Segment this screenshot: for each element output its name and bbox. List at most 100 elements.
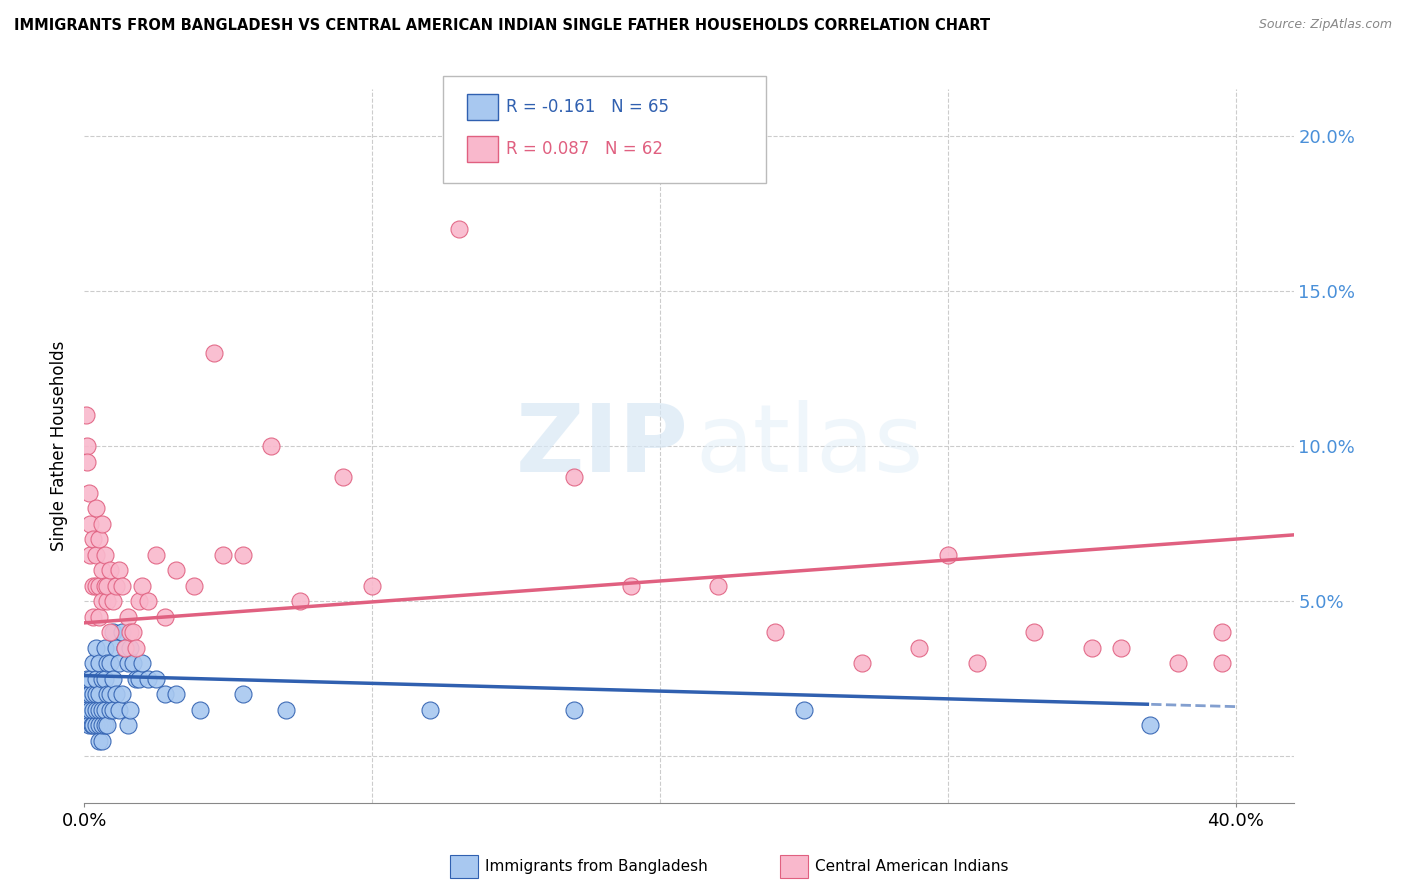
Point <box>166 563 188 577</box>
Point <box>84 672 107 686</box>
Point <box>80 718 103 732</box>
Point <box>108 563 131 577</box>
Point <box>114 640 136 655</box>
Point <box>793 703 815 717</box>
Point <box>105 640 128 655</box>
Point <box>101 672 124 686</box>
Point <box>105 687 128 701</box>
Point <box>82 687 104 701</box>
Point <box>101 625 124 640</box>
Point <box>111 687 134 701</box>
Point <box>131 579 153 593</box>
Point <box>79 687 101 701</box>
Point <box>202 346 225 360</box>
Point <box>1024 625 1046 640</box>
Text: IMMIGRANTS FROM BANGLADESH VS CENTRAL AMERICAN INDIAN SINGLE FATHER HOUSEHOLDS C: IMMIGRANTS FROM BANGLADESH VS CENTRAL AM… <box>14 18 990 33</box>
Point <box>125 672 148 686</box>
Point <box>87 703 110 717</box>
Text: Immigrants from Bangladesh: Immigrants from Bangladesh <box>485 859 707 873</box>
Point <box>87 579 110 593</box>
Point <box>145 672 167 686</box>
Point <box>76 687 98 701</box>
Point <box>79 516 101 531</box>
Point <box>966 656 988 670</box>
Text: Central American Indians: Central American Indians <box>815 859 1010 873</box>
Point <box>101 703 124 717</box>
Point <box>120 640 142 655</box>
Text: Source: ZipAtlas.com: Source: ZipAtlas.com <box>1258 18 1392 31</box>
Point <box>290 594 312 608</box>
Point <box>84 640 107 655</box>
Point <box>763 625 786 640</box>
Point <box>183 579 205 593</box>
Point <box>82 718 104 732</box>
Point <box>84 687 107 701</box>
Point <box>93 548 115 562</box>
Point <box>131 656 153 670</box>
Point <box>851 656 873 670</box>
Point <box>90 516 112 531</box>
Point <box>128 594 150 608</box>
Text: R = 0.087   N = 62: R = 0.087 N = 62 <box>506 140 664 158</box>
Point <box>90 703 112 717</box>
Y-axis label: Single Father Households: Single Father Households <box>51 341 69 551</box>
Point <box>908 640 931 655</box>
Point <box>87 718 110 732</box>
Point <box>274 703 297 717</box>
Text: ZIP: ZIP <box>516 400 689 492</box>
Point <box>232 548 254 562</box>
Text: R = -0.161   N = 65: R = -0.161 N = 65 <box>506 98 669 116</box>
Point <box>114 640 136 655</box>
Point <box>77 485 100 500</box>
Point <box>82 532 104 546</box>
Point <box>1109 640 1132 655</box>
Point <box>361 579 384 593</box>
Point <box>136 594 159 608</box>
Point <box>105 579 128 593</box>
Point <box>120 625 142 640</box>
Point <box>122 625 145 640</box>
Point <box>87 687 110 701</box>
Point <box>620 579 643 593</box>
Point <box>82 609 104 624</box>
Point <box>75 703 97 717</box>
Point <box>79 548 101 562</box>
Point <box>96 656 118 670</box>
Point <box>145 548 167 562</box>
Point <box>93 579 115 593</box>
Point <box>188 703 211 717</box>
Point <box>419 703 441 717</box>
Point <box>117 656 139 670</box>
Point <box>76 439 98 453</box>
Point <box>1081 640 1104 655</box>
Point <box>79 703 101 717</box>
Point <box>84 548 107 562</box>
Point <box>84 703 107 717</box>
Text: atlas: atlas <box>695 400 924 492</box>
Point <box>93 672 115 686</box>
Point <box>1167 656 1189 670</box>
Point <box>98 687 121 701</box>
Point <box>98 563 121 577</box>
Point <box>117 718 139 732</box>
Point <box>87 656 110 670</box>
Point <box>1211 625 1233 640</box>
Point <box>166 687 188 701</box>
Point <box>75 408 97 422</box>
Point <box>90 563 112 577</box>
Point <box>93 718 115 732</box>
Point <box>96 579 118 593</box>
Point <box>90 733 112 747</box>
Point <box>84 501 107 516</box>
Point <box>87 532 110 546</box>
Point <box>125 640 148 655</box>
Point <box>98 703 121 717</box>
Point <box>79 672 101 686</box>
Point <box>153 609 176 624</box>
Point <box>136 672 159 686</box>
Point <box>706 579 728 593</box>
Point <box>90 718 112 732</box>
Point <box>447 222 470 236</box>
Point <box>84 718 107 732</box>
Point <box>96 594 118 608</box>
